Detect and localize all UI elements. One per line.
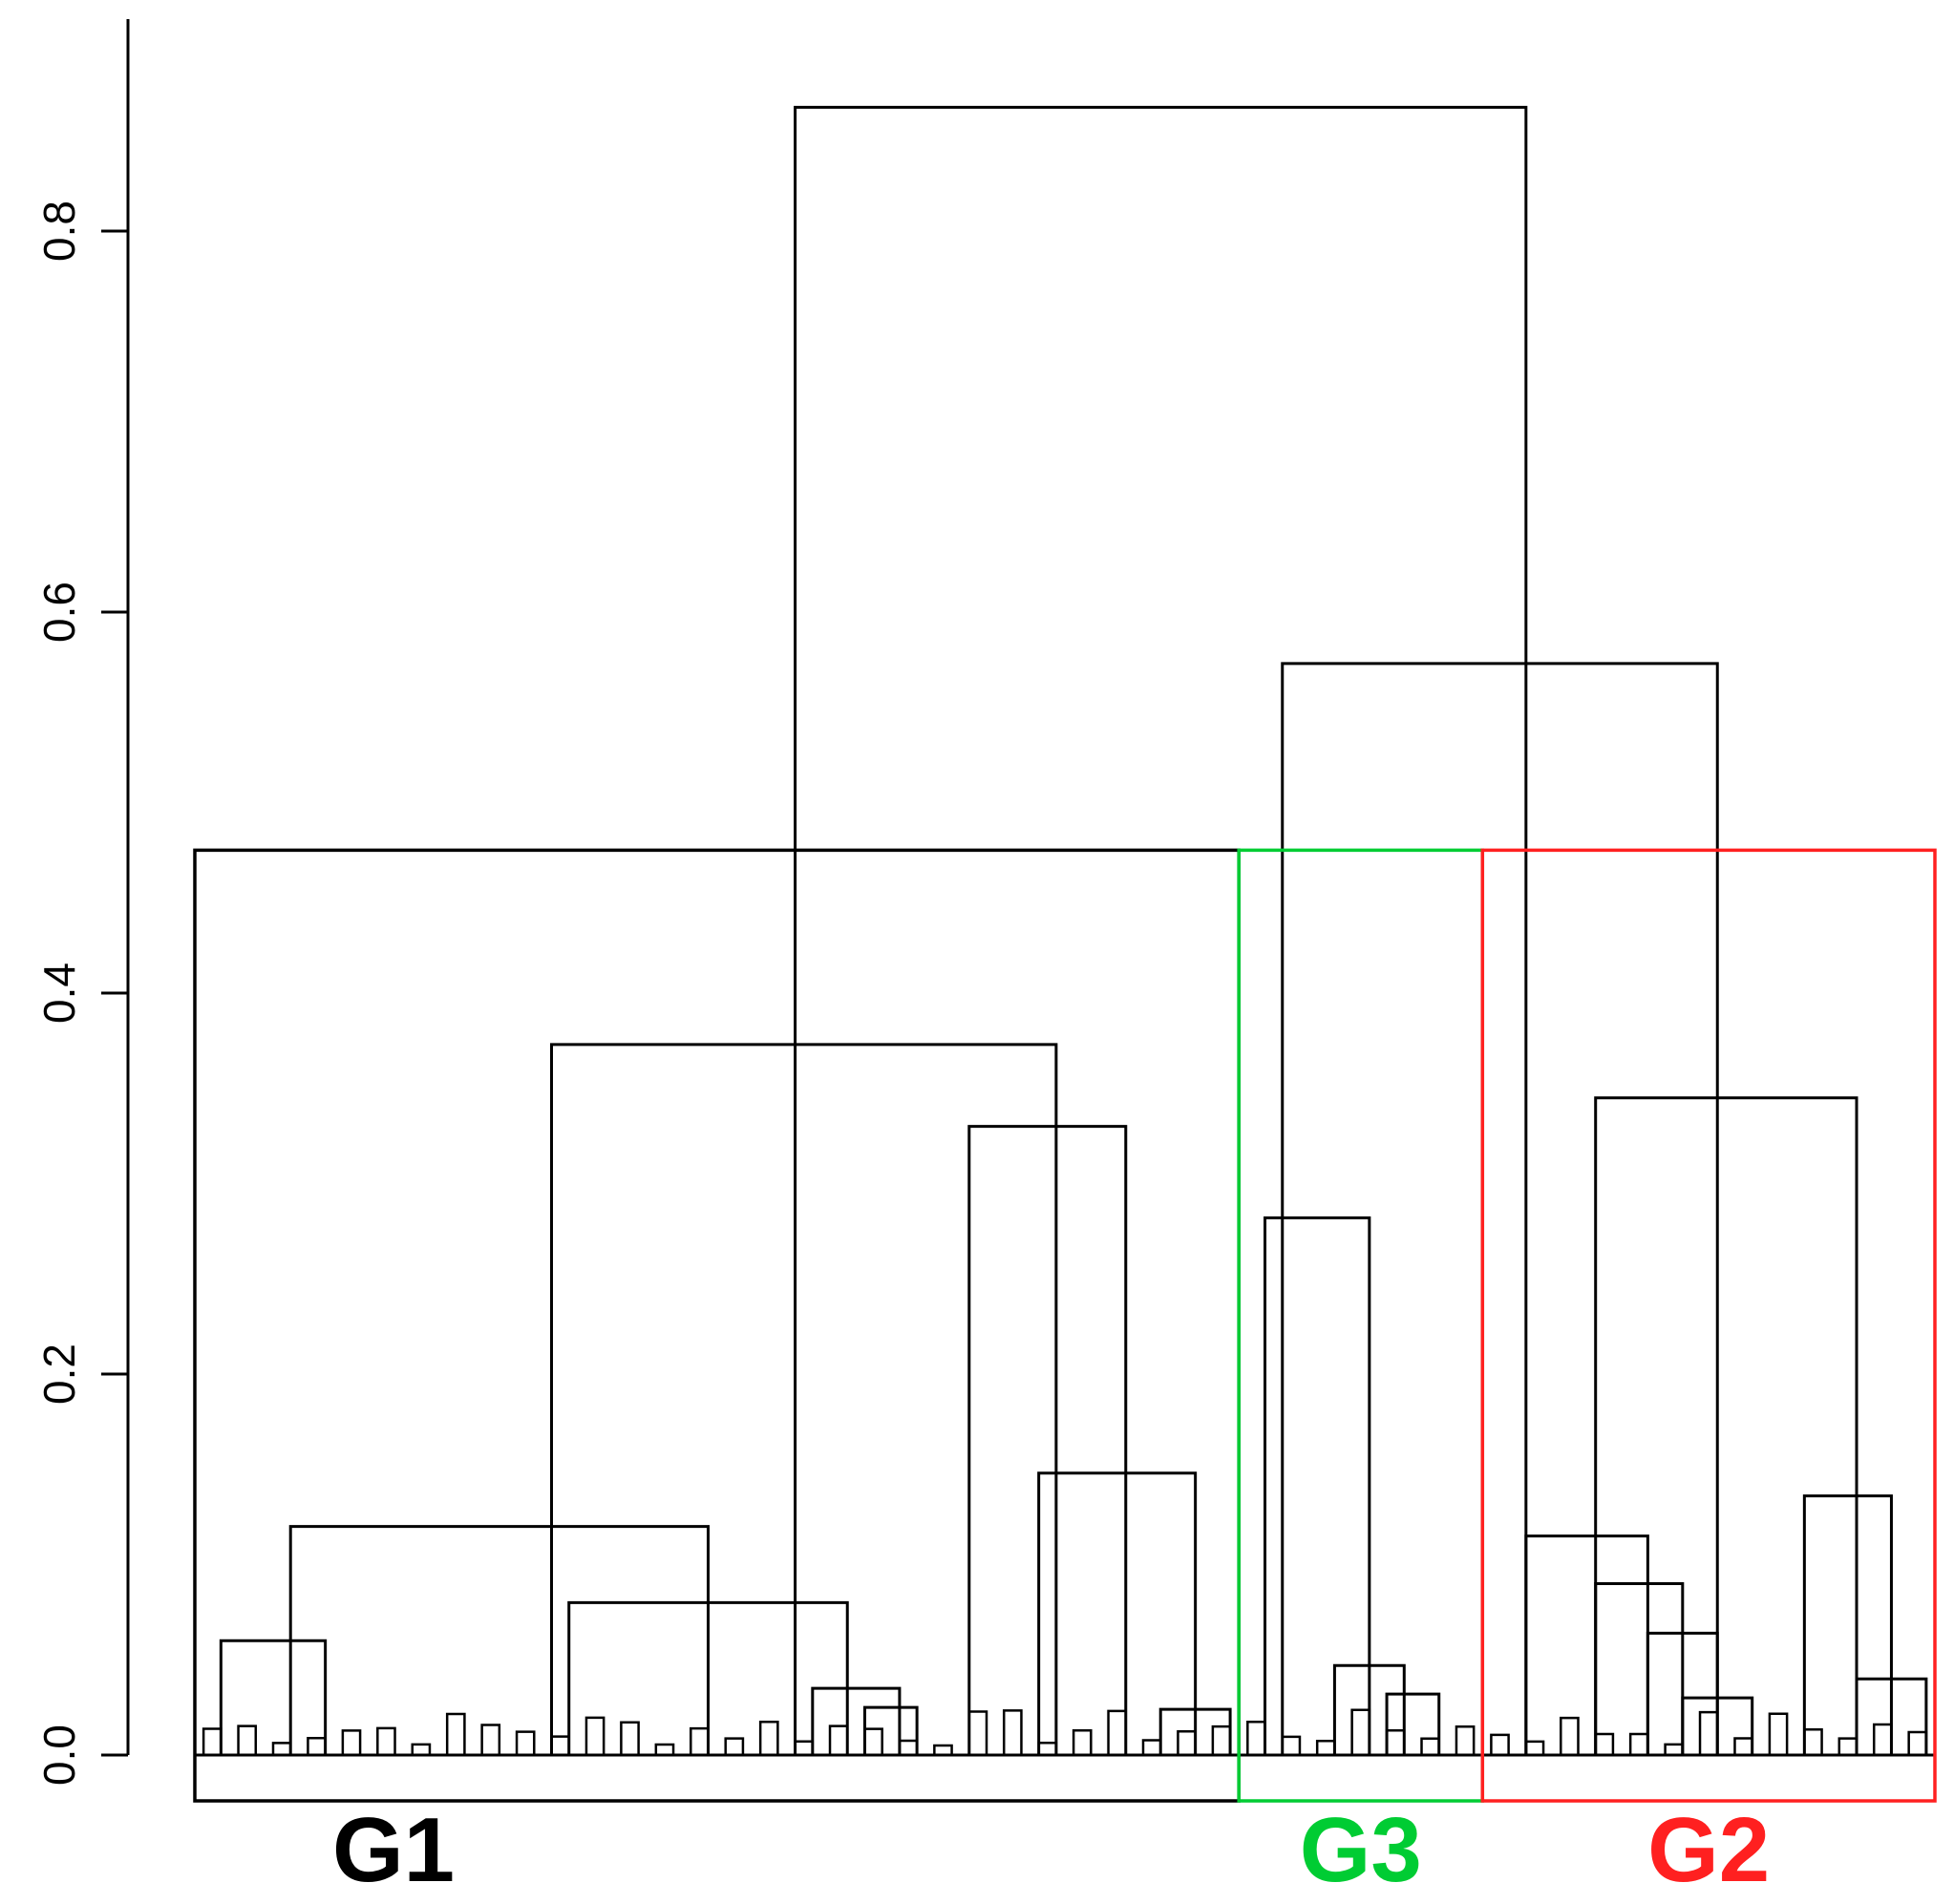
leaf-merge [584, 1716, 605, 1755]
cluster-box-g3 [1237, 848, 1485, 1803]
merge-g2-a [1524, 1534, 1649, 1755]
leaf-merge [1524, 1740, 1545, 1755]
leaf-merge [341, 1729, 362, 1755]
leaf-merge [724, 1737, 745, 1755]
leaf-merge [237, 1724, 258, 1755]
merge-g1-right-b [1037, 1471, 1198, 1755]
y-tick-label: 0.6 [34, 582, 84, 643]
cluster-box-g1 [193, 848, 1241, 1803]
merge-g3-b2 [1385, 1692, 1441, 1755]
leaf-merge [1107, 1709, 1128, 1755]
leaf-merge [515, 1730, 536, 1755]
leaf-merge [863, 1727, 883, 1755]
leaf-merge [1768, 1712, 1789, 1755]
y-tick-label: 0.8 [34, 201, 84, 262]
merge-g2 [1594, 1096, 1858, 1755]
y-tick-label: 0.4 [34, 963, 84, 1024]
leaf-merge [967, 1710, 988, 1755]
cluster-labels: G1 G3 G2 [332, 1799, 1770, 1901]
leaf-merge [1803, 1727, 1823, 1755]
cluster-label-g1: G1 [332, 1799, 455, 1901]
leaf-merge [794, 1740, 815, 1755]
merge-g2-a2 [1594, 1581, 1685, 1755]
merge-g1-split [550, 1043, 1058, 1755]
merge-g23-split [1281, 662, 1719, 1755]
leaf-merge [1211, 1724, 1232, 1755]
leaf-merge [1872, 1723, 1893, 1755]
leaf-merge [1350, 1708, 1371, 1755]
merge-g2-a4 [1681, 1696, 1754, 1755]
leaf-merge [271, 1742, 292, 1755]
cluster-box-g2 [1480, 848, 1937, 1803]
leaf-merge [1385, 1728, 1406, 1755]
leaf-merge [1837, 1737, 1858, 1755]
leaf-merge [1177, 1730, 1197, 1755]
leaf-merge [445, 1712, 466, 1755]
leaf-merge [1628, 1732, 1649, 1755]
merge-g2-b2 [1855, 1677, 1928, 1755]
leaf-merge [1315, 1739, 1336, 1755]
leaf-merge [480, 1724, 501, 1755]
leaf-merge [1281, 1735, 1302, 1755]
dendrogram-minor-branches [195, 1708, 1935, 1757]
merge-g1-left-a [219, 1639, 328, 1755]
leaf-merge [550, 1735, 570, 1755]
leaf-merge [376, 1726, 396, 1755]
y-tick-label: 0.2 [34, 1343, 84, 1405]
leaf-merge [1560, 1716, 1580, 1755]
leaf-merge [1072, 1729, 1093, 1755]
leaf-merge [1420, 1737, 1440, 1755]
leaf-merge [758, 1720, 779, 1755]
leaf-merge [202, 1727, 223, 1755]
cluster-label-g3: G3 [1300, 1799, 1422, 1901]
merge-g2-a3 [1646, 1631, 1719, 1755]
merge-g1-left-b2 [811, 1686, 902, 1755]
merge-root [794, 105, 1528, 1755]
merge-g1-left [288, 1525, 710, 1755]
merge-g2-b [1802, 1494, 1893, 1755]
leaf-merge [654, 1743, 675, 1755]
leaf-merge [1002, 1709, 1023, 1755]
leaf-merge [1733, 1737, 1753, 1755]
leaf-merge [1907, 1730, 1928, 1755]
leaf-merge [933, 1744, 953, 1755]
leaf-merge [1037, 1741, 1058, 1755]
leaf-merge [1455, 1724, 1476, 1755]
merge-g1-left-b [567, 1600, 849, 1755]
leaf-merge [1246, 1720, 1266, 1755]
merge-g3 [1264, 1216, 1371, 1755]
y-tick-label: 0.0 [34, 1724, 84, 1786]
leaf-merge [1594, 1732, 1615, 1755]
leaf-merge [1490, 1733, 1510, 1755]
leaf-merge [1141, 1739, 1162, 1755]
leaf-merge [307, 1737, 327, 1755]
merge-g3-b [1332, 1663, 1406, 1755]
merge-g1-right [967, 1125, 1128, 1755]
leaf-merge [1698, 1710, 1719, 1755]
leaf-merge [898, 1739, 919, 1755]
leaf-merge [690, 1726, 710, 1755]
cluster-boxes [193, 848, 1937, 1803]
leaf-merge [828, 1724, 849, 1755]
leaf-merge [620, 1721, 640, 1755]
leaf-merge [411, 1743, 432, 1755]
leaf-merge [1664, 1743, 1685, 1755]
cluster-label-g2: G2 [1647, 1799, 1770, 1901]
y-axis: 0.0 0.2 0.4 0.6 0.8 [34, 19, 130, 1786]
merge-g1-left-b3 [862, 1705, 919, 1755]
dendrogram-branches [219, 105, 1928, 1755]
